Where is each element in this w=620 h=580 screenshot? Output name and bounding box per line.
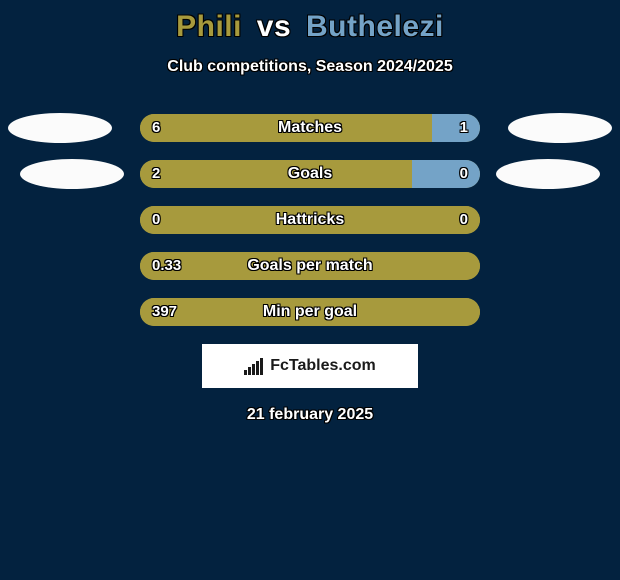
value-left: 0.33 [152,252,181,280]
avatar-left [20,159,124,189]
stat-row: 61Matches [0,114,620,142]
bar-left [140,298,480,326]
value-right: 1 [460,114,468,142]
vs-label: vs [257,10,291,43]
bar-right [432,114,480,142]
brand-inner: FcTables.com [244,357,376,375]
value-right: 0 [460,160,468,188]
bar-right [412,160,480,188]
avatar-left [8,113,112,143]
bar-left [140,114,432,142]
value-right: 0 [460,206,468,234]
stat-row: 0.33Goals per match [0,252,620,280]
player2-name: Buthelezi [306,10,444,43]
subtitle: Club competitions, Season 2024/2025 [0,58,620,76]
bar-track [140,114,480,142]
bar-left [140,160,412,188]
bar-left [140,206,480,234]
stats-container: 61Matches20Goals00Hattricks0.33Goals per… [0,114,620,326]
comparison-card: Phili vs Buthelezi Club competitions, Se… [0,0,620,580]
value-left: 0 [152,206,160,234]
stat-row: 00Hattricks [0,206,620,234]
bar-track [140,298,480,326]
value-left: 397 [152,298,177,326]
value-left: 2 [152,160,160,188]
brand-badge[interactable]: FcTables.com [202,344,418,388]
bar-track [140,252,480,280]
page-title: Phili vs Buthelezi [0,0,620,44]
stat-row: 397Min per goal [0,298,620,326]
stat-row: 20Goals [0,160,620,188]
date-label: 21 february 2025 [0,406,620,424]
bar-track [140,160,480,188]
avatar-right [496,159,600,189]
avatar-right [508,113,612,143]
player1-name: Phili [176,10,242,43]
bar-track [140,206,480,234]
value-left: 6 [152,114,160,142]
bar-left [140,252,480,280]
bars-icon [244,357,266,375]
brand-text: FcTables.com [270,357,376,375]
